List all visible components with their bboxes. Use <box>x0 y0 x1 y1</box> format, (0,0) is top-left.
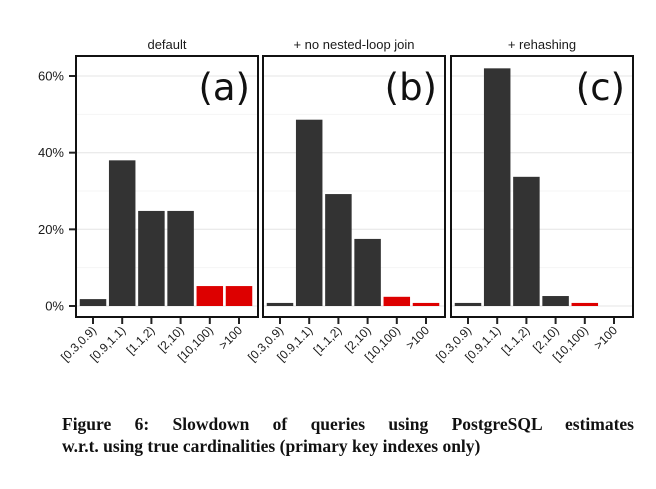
panel-tag: (c) <box>576 66 625 109</box>
faceted-bar-chart: 0%20%40%60% default(a)[0.3,0.9)[0.9,1.1)… <box>38 37 634 364</box>
panel-background <box>76 56 258 317</box>
y-axis: 0% 20% 40% 60% <box>38 69 75 314</box>
y-tick-label: 20% <box>38 222 64 237</box>
panel-a: default(a)[0.3,0.9)[0.9,1.1)[1.1,2)[2,10… <box>58 37 259 364</box>
bar-4 <box>196 286 224 306</box>
x-tick-label: >100 <box>216 323 245 352</box>
x-tick-label: [1.1,2) <box>499 323 533 357</box>
panel-background <box>263 56 445 317</box>
panel-b: + no nested-loop join(b)[0.3,0.9)[0.9,1.… <box>245 37 446 364</box>
panel-border <box>262 55 446 318</box>
panel-tag: (b) <box>385 66 437 109</box>
bar-0 <box>79 299 107 306</box>
bar-0 <box>454 302 482 306</box>
bar-2 <box>513 176 540 306</box>
panel-border <box>75 55 259 318</box>
caption-line-2: w.r.t. using true cardinalities (primary… <box>62 436 481 456</box>
panel-tag: (a) <box>198 66 250 109</box>
panel-background <box>451 56 633 317</box>
bar-3 <box>354 238 381 306</box>
bar-0 <box>266 302 294 306</box>
y-tick-label: 40% <box>38 145 64 160</box>
panel-border <box>450 55 634 318</box>
panel-title: default <box>147 37 186 52</box>
caption-line-1: Figure 6: Slowdown of queries using Post… <box>62 414 634 434</box>
x-tick-label: [1.1,2) <box>311 323 345 357</box>
bar-1 <box>295 119 323 306</box>
bar-1 <box>483 68 511 306</box>
bar-1 <box>108 160 136 306</box>
bar-3 <box>167 210 194 306</box>
panel-title: + no nested-loop join <box>293 37 414 52</box>
panel-title: + rehashing <box>508 37 576 52</box>
bar-5 <box>412 302 440 306</box>
bar-2 <box>138 210 165 306</box>
figure-caption: Figure 6: Slowdown of queries using Post… <box>62 413 634 457</box>
bar-4 <box>571 302 599 306</box>
panels: default(a)[0.3,0.9)[0.9,1.1)[1.1,2)[2,10… <box>58 37 634 364</box>
bar-5 <box>225 286 253 306</box>
bar-4 <box>383 296 411 306</box>
x-tick-label: >100 <box>591 323 620 352</box>
y-tick-label: 60% <box>38 69 64 84</box>
panel-c: + rehashing(c)[0.3,0.9)[0.9,1.1)[1.1,2)[… <box>433 37 634 364</box>
bar-2 <box>325 194 352 306</box>
x-tick-label: >100 <box>403 323 432 352</box>
bar-3 <box>542 296 569 306</box>
x-tick-label: [1.1,2) <box>124 323 158 357</box>
y-tick-label: 0% <box>45 299 64 314</box>
